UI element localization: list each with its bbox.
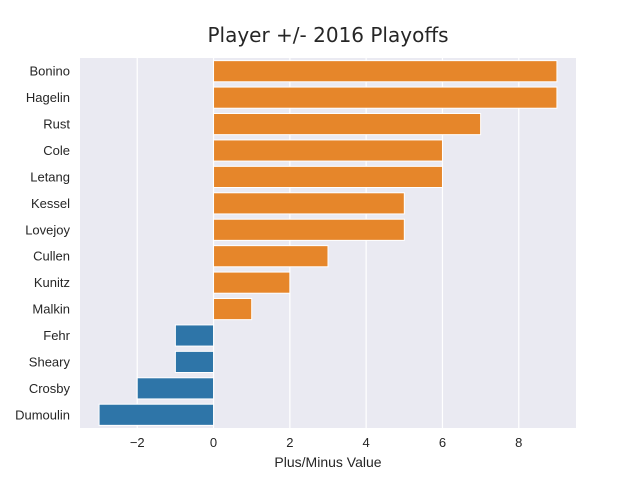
bar — [213, 245, 329, 268]
bar — [213, 218, 405, 241]
y-tick-label: Fehr — [43, 328, 70, 343]
y-tick-label: Letang — [30, 169, 70, 184]
x-tick-labels: −2 0 2 4 6 8 — [130, 435, 523, 450]
x-tick-label: 8 — [515, 435, 522, 450]
x-tick-label: 4 — [363, 435, 370, 450]
y-tick-label: Lovejoy — [25, 222, 70, 237]
y-tick-label: Rust — [43, 117, 70, 132]
x-tick-label: 6 — [439, 435, 446, 450]
x-tick-label: 0 — [210, 435, 217, 450]
bar — [213, 86, 558, 109]
chart-title: Player +/- 2016 Playoffs — [207, 23, 448, 47]
y-tick-label: Bonino — [30, 64, 70, 79]
y-tick-label: Malkin — [32, 302, 70, 317]
y-tick-label: Cole — [43, 143, 70, 158]
y-tick-label: Dumoulin — [15, 407, 70, 422]
bars — [98, 60, 558, 426]
y-tick-label: Kunitz — [34, 275, 70, 290]
bar — [174, 350, 215, 374]
y-tick-label: Cullen — [33, 249, 70, 264]
y-tick-label: Hagelin — [26, 90, 70, 105]
bar — [213, 298, 253, 321]
bar — [136, 377, 215, 400]
y-tick-label: Crosby — [29, 381, 71, 396]
bar — [213, 165, 443, 189]
bar — [213, 271, 291, 294]
bar — [98, 403, 215, 426]
bar — [213, 60, 558, 83]
y-tick-labels: Bonino Hagelin Rust Cole Letang Kessel Lovejoy… — [15, 64, 71, 423]
y-tick-label: Kessel — [31, 196, 70, 211]
x-tick-label: 2 — [286, 435, 293, 450]
bar — [213, 113, 482, 136]
y-tick-label: Sheary — [29, 354, 71, 369]
bar — [213, 192, 405, 215]
x-tick-label: −2 — [130, 435, 145, 450]
bar — [174, 324, 215, 347]
bar — [213, 139, 443, 162]
x-axis-label: Plus/Minus Value — [274, 454, 381, 470]
